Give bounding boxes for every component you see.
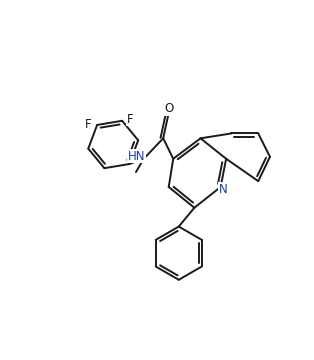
Text: HN: HN — [128, 150, 145, 163]
Text: O: O — [164, 102, 173, 115]
Text: F: F — [85, 118, 91, 131]
Text: N: N — [219, 183, 227, 196]
Text: F: F — [127, 113, 133, 126]
